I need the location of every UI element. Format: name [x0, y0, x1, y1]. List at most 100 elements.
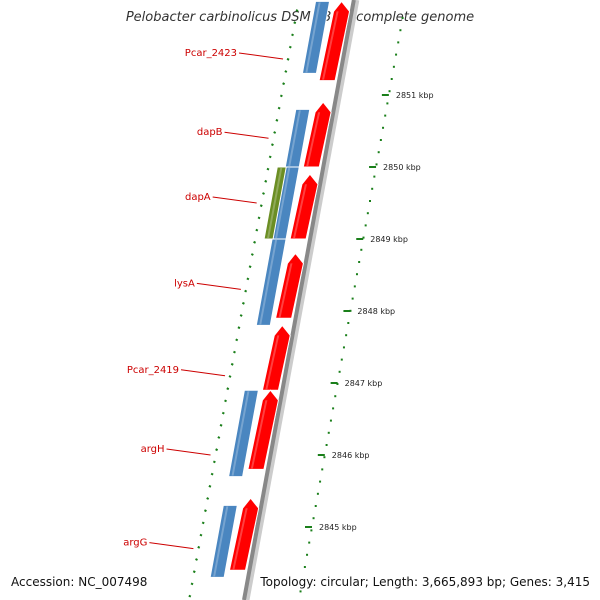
gene-tick: [273, 131, 277, 134]
gene-label: dapB: [197, 127, 223, 138]
gene-tick: [217, 436, 221, 439]
scale-label: 2845 kbp: [319, 523, 357, 532]
gene-tick: [190, 582, 194, 586]
gene-label-layer: Pcar_2423 dapB dapA lysA Pcar_2419 argH argG: [123, 48, 284, 550]
gene-tick: [199, 533, 203, 537]
gene-tick: [239, 314, 243, 317]
scale-label: 2846 kbp: [332, 451, 370, 460]
gene-label: Pcar_2419: [127, 365, 179, 376]
gene-tick: [237, 326, 241, 330]
map-title: Pelobacter carbinolicus DSM 2380, comple…: [125, 10, 475, 25]
scale-label: 2851 kbp: [396, 91, 434, 100]
gene-tick: [288, 45, 292, 49]
forward-gene-arrow: [247, 389, 279, 470]
gene-tick: [291, 33, 294, 37]
gene-tick: [212, 460, 216, 464]
gene-tick: [275, 118, 279, 122]
gene-tick: [277, 106, 281, 110]
gene-tick: [264, 179, 268, 183]
backbone-layer: [242, 0, 360, 600]
reverse-gene-bar: [227, 389, 260, 478]
scale-label: 2849 kbp: [370, 235, 408, 244]
gene-tick: [235, 338, 239, 342]
scale-label-layer: 2851 kbp 2850 kbp 2849 kbp 2848 kbp 2847 kbp…: [319, 91, 434, 532]
gene-leader-line: [180, 369, 226, 377]
gene-tick: [228, 375, 232, 378]
gene-tick: [248, 265, 252, 269]
gene-tick: [286, 57, 290, 61]
gene-leader-line: [166, 448, 211, 456]
gene-tick: [219, 423, 223, 427]
accession-text: Accession: NC_007498: [9, 575, 150, 589]
reverse-gene-bar-highlight: [288, 110, 301, 166]
backbone-shadow: [244, 0, 360, 600]
gene-tick: [206, 497, 210, 500]
gene-tick: [255, 228, 259, 232]
gene-tick: [295, 9, 299, 12]
gene-tick: [241, 301, 245, 305]
tick-layer: [188, 9, 404, 598]
gene-tick: [224, 399, 227, 403]
gene-tick: [197, 545, 201, 549]
gene-leader-line: [238, 52, 284, 60]
forward-gene-arrow: [274, 252, 304, 319]
topology-text: Topology: circular; Length: 3,665,893 bp…: [258, 575, 592, 589]
rna-feature-bar-highlight: [267, 168, 283, 238]
reverse-gene-bar: [209, 504, 238, 578]
gene-tick: [244, 289, 248, 293]
reverse-gene-bar-highlight: [305, 2, 321, 73]
gene-tick: [293, 21, 297, 25]
scale-label: 2847 kbp: [345, 379, 383, 388]
gene-tick: [230, 362, 234, 366]
gene-tick: [279, 94, 283, 98]
gene-tick: [270, 143, 274, 147]
forward-gene-arrow: [289, 173, 319, 240]
reverse-gene-bar-highlight: [275, 168, 291, 238]
gene-tick: [201, 521, 205, 525]
forward-gene-arrow-highlight: [322, 11, 339, 80]
gene-tick: [188, 594, 192, 598]
gene-tick: [266, 167, 270, 171]
gene-tick: [246, 277, 250, 281]
gene-tick: [253, 240, 257, 244]
reverse-gene-bar: [255, 238, 287, 326]
gene-tick: [208, 484, 212, 488]
gene-label: lysA: [174, 278, 195, 289]
forward-gene-arrow-highlight: [306, 112, 321, 166]
gene-tick: [210, 472, 214, 476]
reverse-gene-bar-highlight: [213, 506, 229, 577]
gene-tick: [233, 350, 236, 354]
gene-label: dapA: [185, 192, 211, 203]
gene-label: argH: [141, 444, 165, 455]
forward-gene-arrow-highlight: [278, 263, 293, 318]
forward-gene-arrow: [261, 324, 291, 391]
gene-label: Pcar_2423: [185, 48, 237, 59]
reverse-gene-bar: [301, 0, 331, 74]
gene-leader-line: [224, 131, 269, 139]
gene-tick: [215, 448, 219, 452]
gene-leader-line: [212, 196, 257, 204]
forward-gene-arrow-highlight: [232, 508, 248, 570]
forward-gene-arrow-highlight: [293, 184, 307, 238]
scale-label: 2848 kbp: [357, 307, 395, 316]
gene-leader-line: [149, 542, 194, 550]
gene-tick: [262, 192, 265, 195]
forward-gene-arrow: [302, 101, 332, 168]
gene-tick: [268, 155, 272, 159]
gene-tick: [259, 204, 263, 208]
feature-layer: [209, 0, 351, 578]
gene-tick: [284, 70, 288, 73]
reverse-gene-bar-highlight: [259, 240, 278, 325]
gene-tick: [282, 82, 286, 86]
gene-tick: [192, 570, 196, 574]
gene-tick: [203, 509, 207, 513]
gene-tick: [195, 558, 198, 561]
forward-gene-arrow: [318, 0, 351, 82]
forward-gene-arrow: [228, 497, 260, 571]
forward-gene-arrow-highlight: [265, 335, 280, 390]
gene-tick: [250, 253, 254, 256]
scale-label: 2850 kbp: [383, 163, 421, 172]
gene-tick: [221, 411, 225, 415]
gene-tick: [226, 387, 230, 391]
